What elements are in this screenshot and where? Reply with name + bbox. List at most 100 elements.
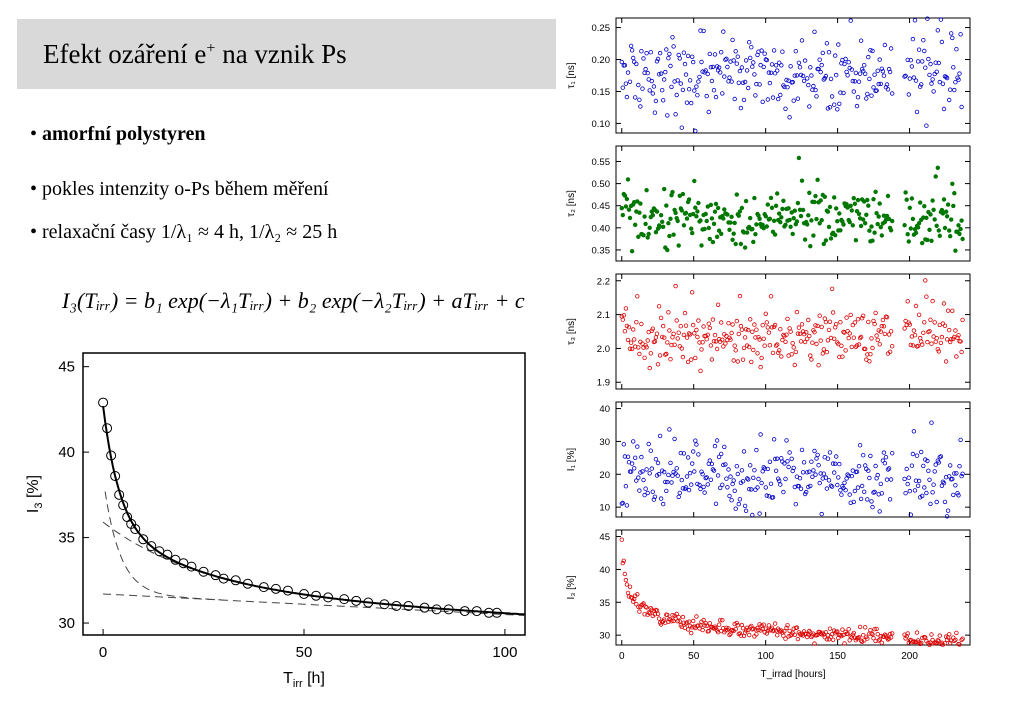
data-point [778, 629, 783, 634]
data-point [198, 566, 209, 577]
data-point [883, 633, 889, 638]
data-point [622, 454, 628, 459]
data-point [690, 211, 696, 217]
data-point [483, 607, 494, 618]
data-point [634, 61, 639, 67]
data-point [772, 232, 778, 237]
data-point [906, 640, 911, 645]
data-point [759, 355, 764, 361]
data-point [747, 463, 753, 468]
data-point [951, 203, 956, 209]
data-point [706, 321, 711, 326]
fit-component-linear [103, 593, 526, 616]
data-point [776, 478, 782, 483]
data-point [855, 485, 861, 490]
data-point [760, 626, 765, 632]
data-point [713, 625, 719, 631]
data-point [765, 325, 770, 330]
data-point [668, 357, 673, 362]
data-point [959, 637, 964, 643]
data-point [146, 541, 157, 552]
data-point [666, 472, 671, 478]
data-point [625, 177, 631, 182]
data-point [649, 466, 654, 471]
data-point [840, 627, 845, 632]
data-point [736, 80, 741, 85]
data-point [829, 94, 835, 99]
data-point [954, 471, 959, 476]
data-point [774, 633, 780, 638]
data-point [842, 641, 847, 646]
data-point [740, 357, 746, 362]
data-point [738, 241, 744, 247]
data-point [933, 462, 938, 467]
data-point [800, 207, 806, 213]
data-point [918, 335, 923, 341]
data-point [924, 490, 929, 496]
data-point [916, 47, 922, 52]
data-point [692, 88, 697, 93]
data-point [775, 350, 781, 355]
data-point [948, 233, 953, 239]
data-point [746, 40, 752, 45]
data-point [258, 582, 269, 593]
data-point [950, 476, 955, 482]
plot-frame [82, 352, 526, 636]
data-point [951, 492, 956, 498]
data-point [776, 60, 782, 65]
data-point [744, 476, 750, 481]
data-point [681, 50, 687, 55]
data-point [636, 82, 641, 88]
data-point [903, 73, 908, 78]
data-point [953, 328, 958, 333]
data-point [770, 229, 776, 234]
data-point [848, 18, 853, 23]
data-point [904, 634, 909, 639]
data-point [735, 471, 740, 477]
data-point [939, 334, 945, 340]
data-point [766, 70, 772, 75]
data-point [904, 466, 909, 472]
data-point [875, 632, 880, 637]
data-point [781, 489, 786, 495]
data-point [852, 79, 858, 84]
data-point [693, 205, 698, 210]
data-point [932, 469, 937, 474]
data-point [786, 464, 791, 470]
data-point [801, 460, 807, 465]
slide-title: Efekt ozáření e+ na vznik Ps [43, 39, 347, 69]
data-point [703, 621, 708, 626]
data-point [631, 59, 637, 64]
data-point [677, 344, 682, 349]
panel-frame [615, 401, 971, 518]
data-point [791, 465, 796, 471]
data-point [688, 357, 694, 362]
data-point [762, 466, 767, 471]
data-point [874, 88, 879, 93]
data-point [732, 220, 737, 226]
data-point [650, 91, 655, 96]
data-point [670, 335, 675, 340]
data-point [630, 599, 636, 604]
data-point [708, 202, 714, 208]
data-point [915, 483, 921, 488]
data-point [647, 611, 652, 616]
data-point [787, 217, 792, 223]
data-point [823, 319, 829, 325]
data-point [630, 55, 636, 61]
data-point [727, 632, 732, 638]
data-point [940, 81, 946, 86]
data-point [880, 69, 886, 74]
data-point [652, 110, 658, 115]
data-point [927, 227, 932, 232]
data-point [628, 43, 634, 49]
data-point [640, 469, 645, 474]
data-point [679, 208, 684, 213]
data-point [956, 223, 961, 228]
data-point [709, 216, 715, 221]
data-point [742, 79, 748, 85]
data-point [884, 213, 890, 219]
data-point [795, 636, 801, 642]
data-point [959, 218, 964, 223]
data-point [749, 359, 754, 365]
